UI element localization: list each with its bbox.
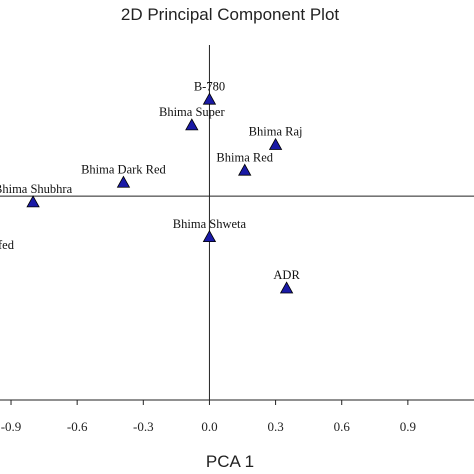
x-tick-label: -0.3 xyxy=(133,419,154,434)
data-point-marker xyxy=(202,230,217,243)
data-point-label: Bhima Dark Red xyxy=(81,162,166,176)
point-labels: B-780 Bhima Super Bhima Raj Bhima Red Bhima … xyxy=(0,79,302,282)
data-point-marker xyxy=(202,92,217,105)
x-tick-label: -0.9 xyxy=(1,419,22,434)
data-point-label: Bhima Red xyxy=(216,150,273,164)
x-tick-labels: -0.9 -0.6 -0.3 0.0 0.3 0.6 0.9 xyxy=(1,419,416,434)
data-point-marker xyxy=(279,281,294,294)
data-point-marker xyxy=(116,175,131,188)
data-point-marker xyxy=(26,195,40,208)
x-tick-label: 0.0 xyxy=(201,419,217,434)
data-point-label: ADR xyxy=(273,268,300,282)
x-tick-label: 0.3 xyxy=(267,419,283,434)
x-axis-label: PCA 1 xyxy=(206,452,254,471)
x-tick-label: 0.9 xyxy=(400,419,416,434)
data-point-label: Bhima Shubhra xyxy=(0,182,73,196)
x-tick-label: 0.6 xyxy=(334,419,351,434)
data-point-label: Bhima Raj xyxy=(249,125,303,139)
x-tick-label: -0.6 xyxy=(67,419,88,434)
chart-title: 2D Principal Component Plot xyxy=(121,5,340,24)
data-point-label: Bhima Shweta xyxy=(173,217,247,231)
data-point-label: B-780 xyxy=(194,79,225,93)
data-point-marker xyxy=(238,163,252,176)
data-point-label: Bhima Super xyxy=(159,105,225,119)
data-points xyxy=(26,92,294,294)
data-point-marker xyxy=(185,118,199,131)
data-point-marker xyxy=(268,137,283,150)
data-point-label: fed xyxy=(0,238,15,252)
